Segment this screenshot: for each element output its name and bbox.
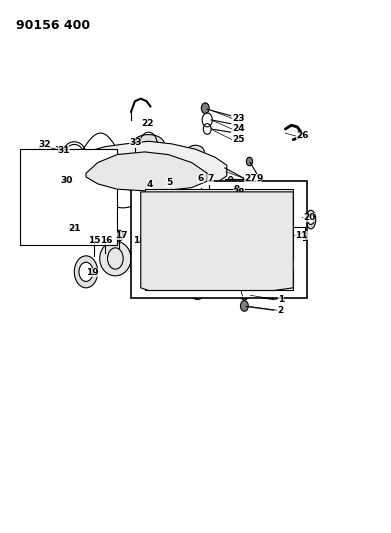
- Ellipse shape: [219, 211, 230, 221]
- Text: 11: 11: [295, 231, 308, 240]
- Text: 14: 14: [191, 282, 203, 291]
- Circle shape: [307, 215, 314, 224]
- Circle shape: [240, 289, 248, 300]
- Text: 18: 18: [133, 237, 145, 245]
- Ellipse shape: [306, 211, 316, 229]
- Circle shape: [189, 276, 206, 300]
- Text: 8: 8: [234, 185, 240, 193]
- Circle shape: [74, 256, 98, 288]
- Text: 90156 400: 90156 400: [16, 19, 90, 31]
- Circle shape: [201, 103, 209, 114]
- Circle shape: [79, 262, 93, 281]
- Text: 28: 28: [233, 189, 245, 197]
- Circle shape: [240, 301, 248, 311]
- Bar: [20, 149, 117, 245]
- Ellipse shape: [100, 241, 131, 276]
- Text: 29: 29: [194, 201, 206, 209]
- Text: 16: 16: [100, 237, 112, 245]
- Circle shape: [207, 179, 212, 185]
- Ellipse shape: [187, 145, 204, 159]
- Text: 20: 20: [303, 213, 316, 222]
- Polygon shape: [145, 189, 293, 290]
- Text: 32: 32: [38, 141, 51, 149]
- Text: 26: 26: [296, 132, 309, 140]
- Circle shape: [102, 237, 108, 245]
- Text: 24: 24: [233, 125, 245, 133]
- Text: 4: 4: [147, 181, 153, 189]
- Text: 3: 3: [168, 244, 174, 252]
- Ellipse shape: [157, 211, 168, 221]
- Ellipse shape: [133, 135, 164, 154]
- Text: 1: 1: [278, 295, 284, 304]
- Ellipse shape: [188, 211, 199, 221]
- Text: 2: 2: [278, 306, 284, 314]
- Text: 33: 33: [129, 139, 142, 147]
- Circle shape: [91, 237, 97, 245]
- Text: 21: 21: [68, 224, 81, 232]
- Text: 19: 19: [86, 269, 99, 277]
- Ellipse shape: [251, 211, 262, 221]
- Circle shape: [246, 157, 253, 166]
- Text: 30: 30: [61, 176, 73, 184]
- Text: 9: 9: [256, 174, 262, 183]
- Text: 12: 12: [282, 261, 294, 270]
- Text: 27: 27: [244, 174, 257, 183]
- Text: 13: 13: [156, 266, 169, 275]
- Text: 23: 23: [233, 114, 245, 123]
- Text: 31: 31: [58, 146, 70, 155]
- Polygon shape: [86, 152, 207, 191]
- Bar: [131, 181, 307, 298]
- Ellipse shape: [131, 243, 143, 261]
- Text: 10: 10: [278, 233, 290, 241]
- Polygon shape: [59, 141, 227, 192]
- Ellipse shape: [262, 256, 266, 260]
- Bar: [23, 155, 113, 240]
- Polygon shape: [141, 192, 293, 290]
- Ellipse shape: [274, 201, 288, 231]
- Circle shape: [115, 230, 123, 241]
- Ellipse shape: [228, 176, 234, 191]
- Text: 17: 17: [115, 231, 128, 240]
- Text: 6: 6: [197, 174, 204, 183]
- Circle shape: [199, 181, 204, 187]
- Text: 5: 5: [166, 178, 172, 187]
- Circle shape: [153, 273, 167, 292]
- Text: 22: 22: [141, 119, 153, 128]
- Ellipse shape: [133, 139, 137, 149]
- Text: 7: 7: [207, 174, 213, 183]
- Text: 25: 25: [233, 135, 245, 144]
- Text: 15: 15: [88, 237, 100, 245]
- Circle shape: [194, 282, 201, 293]
